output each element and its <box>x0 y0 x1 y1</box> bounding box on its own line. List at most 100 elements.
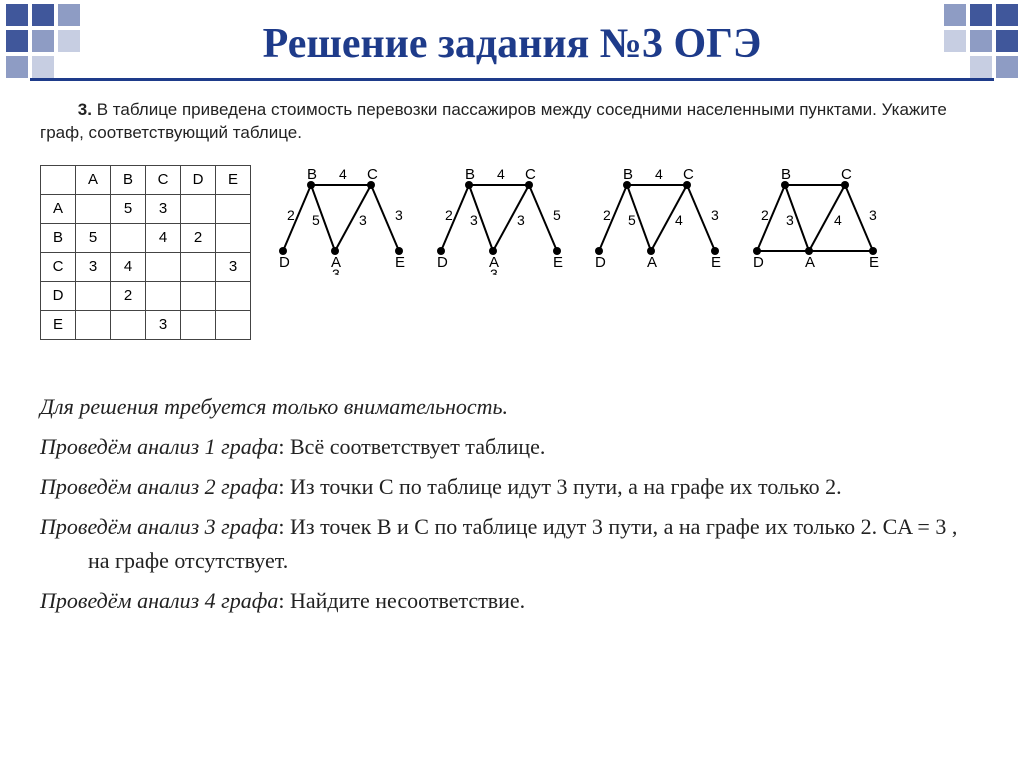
table-cell: 2 <box>181 223 216 252</box>
table-cell <box>111 310 146 339</box>
table-cell <box>181 252 216 281</box>
table-cell: 3 <box>76 252 111 281</box>
svg-text:2: 2 <box>445 207 453 223</box>
svg-text:E: E <box>553 254 563 271</box>
solution-line-4: Проведём анализ 4 графа: Найдите несоотв… <box>40 584 984 618</box>
table-cell <box>146 281 181 310</box>
svg-text:2: 2 <box>603 207 611 223</box>
table-cell: 5 <box>76 223 111 252</box>
table-cell <box>146 252 181 281</box>
table-cell: D <box>41 281 76 310</box>
table-header-cell: A <box>76 165 111 194</box>
svg-text:B: B <box>465 166 475 183</box>
svg-text:4: 4 <box>675 212 683 228</box>
svg-text:4: 4 <box>655 166 663 182</box>
solution-rest: : Всё соответствует таблице. <box>278 434 545 459</box>
solution-lead: Проведём анализ 1 графа <box>40 434 278 459</box>
svg-text:C: C <box>841 166 852 183</box>
svg-text:C: C <box>683 166 694 183</box>
table-cell: 2 <box>111 281 146 310</box>
table-cell: A <box>41 194 76 223</box>
svg-text:A: A <box>647 254 657 271</box>
solution-lead: Проведём анализ 3 графа <box>40 514 278 539</box>
svg-text:A: A <box>805 254 815 271</box>
table-cell <box>76 281 111 310</box>
svg-text:3: 3 <box>395 207 403 223</box>
table-cell <box>181 310 216 339</box>
table-cell: E <box>41 310 76 339</box>
table-header-cell: E <box>216 165 251 194</box>
task-text: 3. В таблице приведена стоимость перевоз… <box>40 99 984 145</box>
svg-text:E: E <box>395 254 405 271</box>
svg-text:5: 5 <box>312 212 320 228</box>
page-title: Решение задания №3 ОГЭ <box>0 0 1024 68</box>
table-cell <box>181 194 216 223</box>
svg-text:3: 3 <box>786 212 794 228</box>
svg-text:4: 4 <box>497 166 505 182</box>
solution-line-3: Проведём анализ 3 графа: Из точек B и C … <box>40 510 984 578</box>
svg-text:4: 4 <box>834 212 842 228</box>
task-number: 3. <box>78 100 92 119</box>
svg-text:D: D <box>753 254 764 271</box>
table-cell: 3 <box>146 194 181 223</box>
corner-decor-right <box>944 4 1018 78</box>
svg-text:3: 3 <box>711 207 719 223</box>
solution-line-2: Проведём анализ 2 графа: Из точки C по т… <box>40 470 984 504</box>
solution-intro: Для решения требуется только внимательно… <box>40 390 984 424</box>
task-body: В таблице приведена стоимость перевозки … <box>40 100 947 142</box>
svg-text:5: 5 <box>553 207 561 223</box>
table-cell: 5 <box>111 194 146 223</box>
svg-text:3: 3 <box>490 266 498 275</box>
svg-text:3: 3 <box>869 207 877 223</box>
table-cell: 3 <box>216 252 251 281</box>
table-cell <box>181 281 216 310</box>
svg-text:D: D <box>437 254 448 271</box>
table-cell: 4 <box>111 252 146 281</box>
svg-text:3: 3 <box>517 212 525 228</box>
graph-1: 25334DAEBC3 <box>269 165 421 275</box>
svg-text:D: D <box>595 254 606 271</box>
svg-text:2: 2 <box>287 207 295 223</box>
svg-text:C: C <box>367 166 378 183</box>
svg-text:C: C <box>525 166 536 183</box>
svg-text:3: 3 <box>470 212 478 228</box>
table-header-cell: B <box>111 165 146 194</box>
table-cell <box>216 194 251 223</box>
svg-text:E: E <box>711 254 721 271</box>
table-cell <box>76 310 111 339</box>
svg-text:2: 2 <box>761 207 769 223</box>
table-cell: 4 <box>146 223 181 252</box>
solution-lead: Проведём анализ 2 графа <box>40 474 278 499</box>
adjacency-table: ABCDEA53B542C343D2E3 <box>40 165 251 340</box>
table-cell: C <box>41 252 76 281</box>
graphs-row: 25334DAEBC323354DAEBC325434DAEBC2343DAEB… <box>269 165 984 275</box>
corner-decor-left <box>6 4 80 78</box>
table-cell: 3 <box>146 310 181 339</box>
table-cell <box>111 223 146 252</box>
solution-lead: Проведём анализ 4 графа <box>40 588 278 613</box>
solution-rest: : Из точки C по таблице идут 3 пути, а н… <box>278 474 841 499</box>
svg-text:E: E <box>869 254 879 271</box>
svg-text:B: B <box>623 166 633 183</box>
svg-text:B: B <box>781 166 791 183</box>
table-cell <box>216 310 251 339</box>
svg-text:5: 5 <box>628 212 636 228</box>
table-cell <box>216 223 251 252</box>
table-cell <box>216 281 251 310</box>
svg-text:B: B <box>307 166 317 183</box>
solution-line-1: Проведём анализ 1 графа: Всё соответству… <box>40 430 984 464</box>
graph-3: 2 5 4 3 4 D A E B C <box>585 165 737 275</box>
graph-4: 2 3 4 3 D A E B C <box>743 165 895 275</box>
table-header-cell: C <box>146 165 181 194</box>
svg-text:D: D <box>279 254 290 271</box>
solution-rest: : Найдите несоответствие. <box>278 588 525 613</box>
graph-2: 23354DAEBC3 <box>427 165 579 275</box>
solution-block: Для решения требуется только внимательно… <box>40 390 984 619</box>
svg-text:3: 3 <box>359 212 367 228</box>
table-header-cell <box>41 165 76 194</box>
table-header-cell: D <box>181 165 216 194</box>
table-cell: B <box>41 223 76 252</box>
table-cell <box>76 194 111 223</box>
svg-text:4: 4 <box>339 166 347 182</box>
svg-text:3: 3 <box>332 266 340 275</box>
